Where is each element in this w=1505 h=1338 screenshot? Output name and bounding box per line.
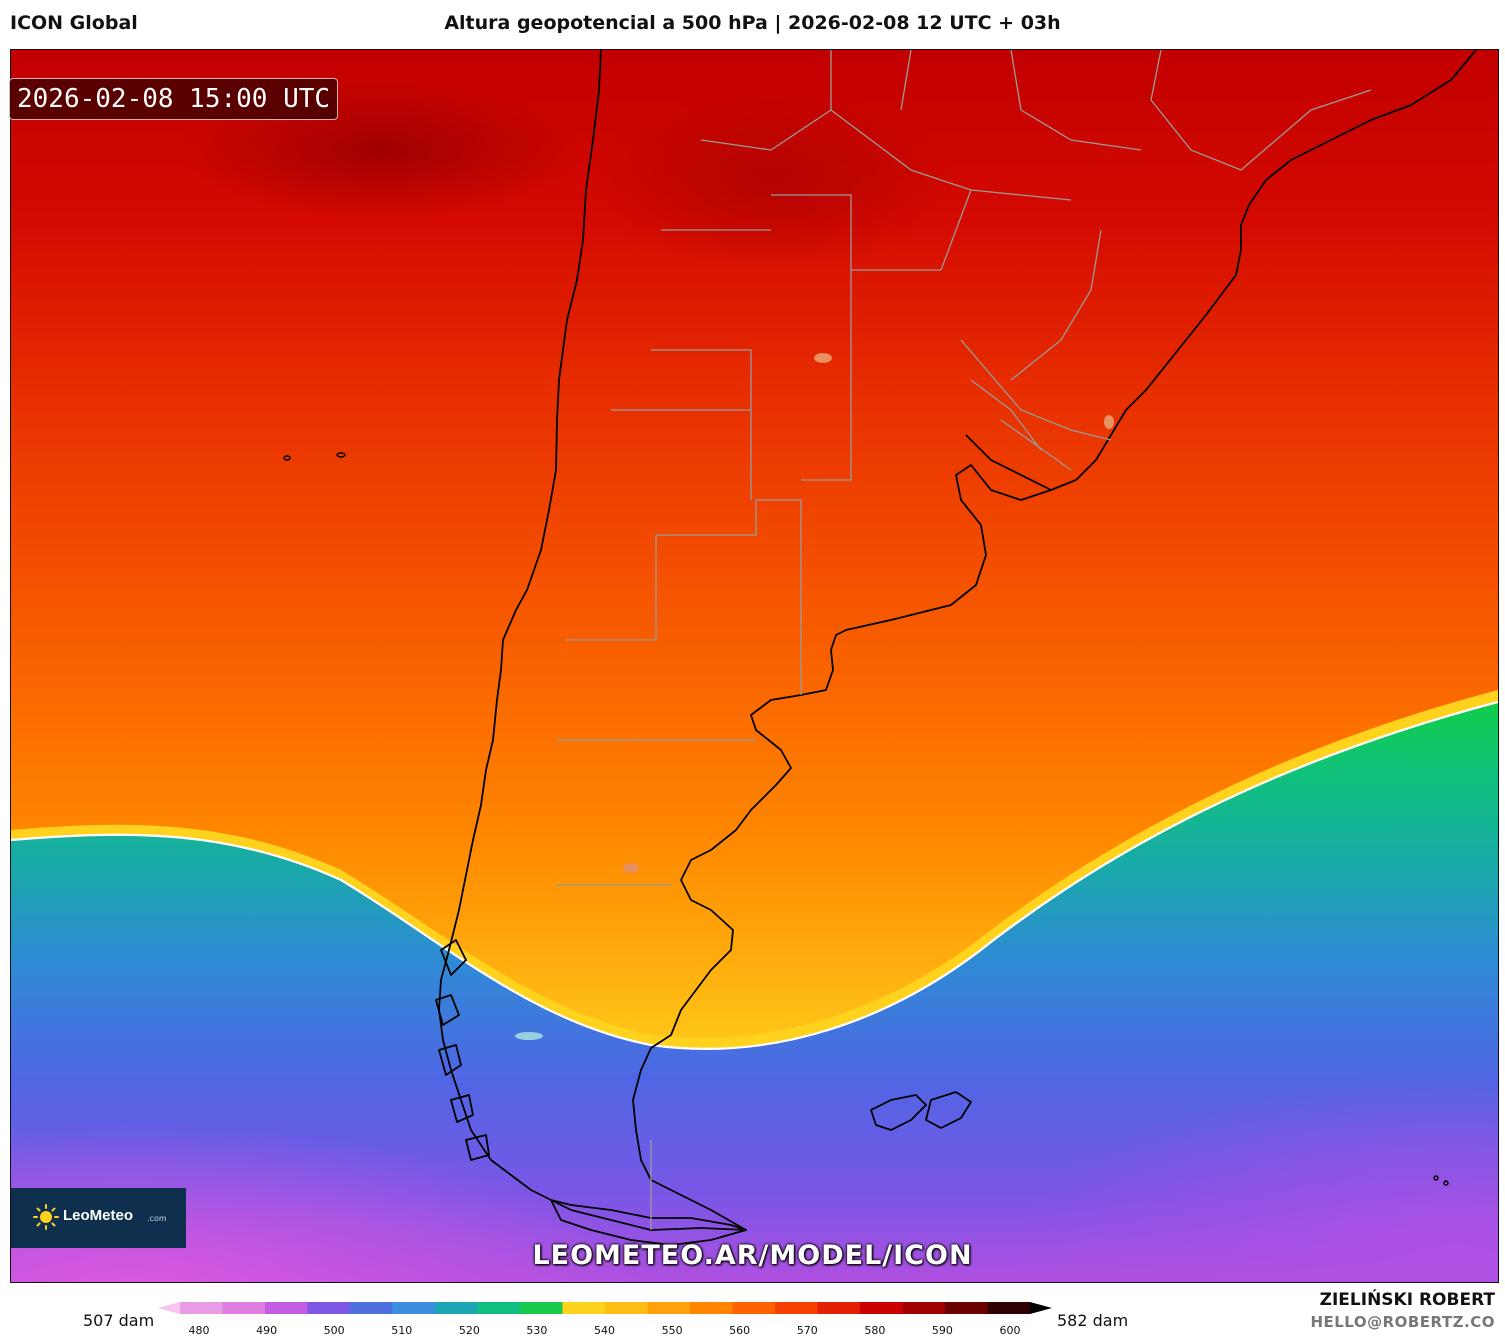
colorbar-tick-label: 560 [729,1324,751,1337]
colorbar-segment [435,1302,479,1314]
colorbar-segment [902,1302,946,1314]
colorbar-tick-label: 520 [458,1324,480,1337]
islands [283,452,1449,1186]
colorbar-tick-label: 490 [256,1324,278,1337]
logo-brand: LeoMeteo [63,1207,134,1224]
colorbar-tick-label: 510 [391,1324,413,1337]
colorbar-segment [605,1302,649,1314]
geopotential-map [11,50,1498,1282]
colorbar-segment [307,1302,351,1314]
admin-borders [556,50,1372,1230]
map-panel [10,49,1499,1283]
colorbar-tick-label: 590 [931,1324,953,1337]
colorbar-segment [987,1302,1031,1314]
contour-552 [11,700,1498,1050]
colorbar-segment [860,1302,904,1314]
colorbar-segment [222,1302,266,1314]
valid-time-stamp: 2026-02-08 15:00 UTC [9,78,339,120]
colorbar-segment [732,1302,776,1314]
chart-title: Altura geopotencial a 500 hPa | 2026-02-… [444,12,1061,34]
colorbar-extend-max [1030,1302,1052,1314]
colorbar-segment [350,1302,394,1314]
colorbar-segment [477,1302,521,1314]
sun-icon [33,1204,59,1230]
colorbar-segment [392,1302,436,1314]
colorbar-segment [180,1302,224,1314]
coastline [435,50,1477,1246]
colorbar-segment [562,1302,606,1314]
colorbar-segment [945,1302,989,1314]
logo-wordmark: LeoMeteo [63,1207,133,1224]
colorbar-min-label: 507 dam [83,1311,155,1330]
leometeo-logo[interactable]: LeoMeteo .com [11,1188,186,1248]
logo-domain: .com [147,1214,167,1223]
colorbar-tick-label: 570 [796,1324,818,1337]
colorbar-tick-label: 580 [864,1324,886,1337]
colorbar-segment [265,1302,309,1314]
colorbar-tick-label: 540 [594,1324,615,1337]
author-credit: ZIELIŃSKI ROBERT [1319,1290,1495,1310]
colorbar-segment [520,1302,564,1314]
colorbar-tick-label: 500 [323,1324,345,1337]
colorbar-extend-min [158,1302,180,1314]
colorbar-tick-label: 600 [999,1324,1021,1337]
colorbar-tick-label: 480 [188,1324,210,1337]
colorbar-max-label: 582 dam [1057,1311,1129,1330]
colorbar-segment [690,1302,734,1314]
lakes [515,353,1114,1040]
colorbar-tick-label: 550 [661,1324,683,1337]
model-name: ICON Global [10,12,138,34]
colorbar-segment [817,1302,861,1314]
author-email[interactable]: HELLO@ROBERTZ.CO [1310,1313,1495,1331]
colorbar-segment [775,1302,819,1314]
colorbar-tick-label: 530 [526,1324,548,1337]
colorbar-segments [158,1302,1052,1314]
colorbar-segment [647,1302,691,1314]
watermark-url[interactable]: LEOMETEO.AR/MODEL/ICON [532,1240,973,1271]
colorbar [158,1302,1052,1314]
